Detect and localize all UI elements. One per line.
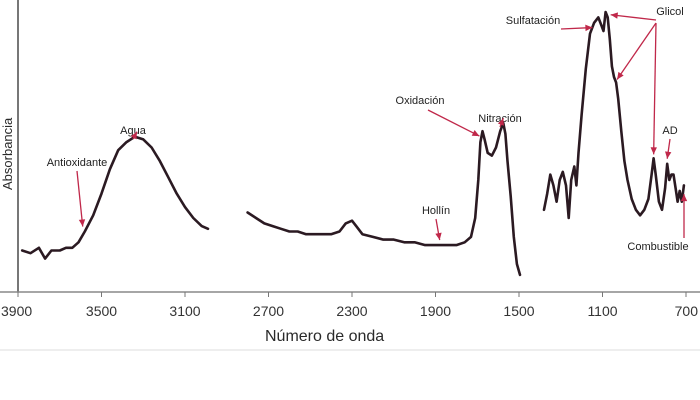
x-tick-label: 3900 xyxy=(1,303,32,319)
annotation-label: Glicol xyxy=(656,6,684,18)
annotation-arrow xyxy=(76,170,84,227)
x-tick-label: 3500 xyxy=(86,303,117,319)
annotation-arrowhead xyxy=(617,71,624,80)
annotation-arrowhead xyxy=(650,147,657,155)
spectrum-line-segment xyxy=(246,121,522,277)
annotation-arrowhead xyxy=(665,151,672,159)
annotation-arrowhead xyxy=(680,194,688,202)
x-tick-label: 1900 xyxy=(420,303,451,319)
annotation-label: Combustible xyxy=(627,241,688,253)
x-tick-label: 2300 xyxy=(336,303,367,319)
annotation-arrow xyxy=(652,22,657,155)
annotation-label: AD xyxy=(662,125,677,137)
annotation-label: Sulfatación xyxy=(506,15,560,27)
x-tick-label: 3100 xyxy=(169,303,200,319)
x-tick-label: 700 xyxy=(675,303,699,319)
annotation-arrowhead xyxy=(130,131,137,140)
annotation-arrowhead xyxy=(497,118,504,126)
annotation-arrow xyxy=(616,22,657,80)
annotation-arrow xyxy=(610,14,657,21)
annotation-arrowhead xyxy=(610,12,618,19)
annotation-arrowhead xyxy=(78,219,86,227)
annotation-arrowhead xyxy=(471,130,480,137)
x-tick-label: 1100 xyxy=(587,303,617,319)
annotation-label: Antioxidante xyxy=(47,157,108,169)
annotation-label: Hollín xyxy=(422,205,450,217)
x-tick-label: 1500 xyxy=(503,303,534,319)
annotation-arrowhead xyxy=(585,24,593,32)
annotation-arrowhead xyxy=(435,232,442,241)
annotation-label: Nitración xyxy=(478,113,521,125)
x-axis-title: Número de onda xyxy=(265,328,384,345)
spectrum-line-segment xyxy=(542,10,686,220)
annotation-label: Agua xyxy=(120,125,147,137)
x-tick-label: 2700 xyxy=(253,303,284,319)
spectrum-line-segment xyxy=(20,135,210,260)
annotation-label: Oxidación xyxy=(396,95,445,107)
annotation-arrow xyxy=(427,109,480,137)
y-axis-title: Absorbancia xyxy=(0,117,15,190)
